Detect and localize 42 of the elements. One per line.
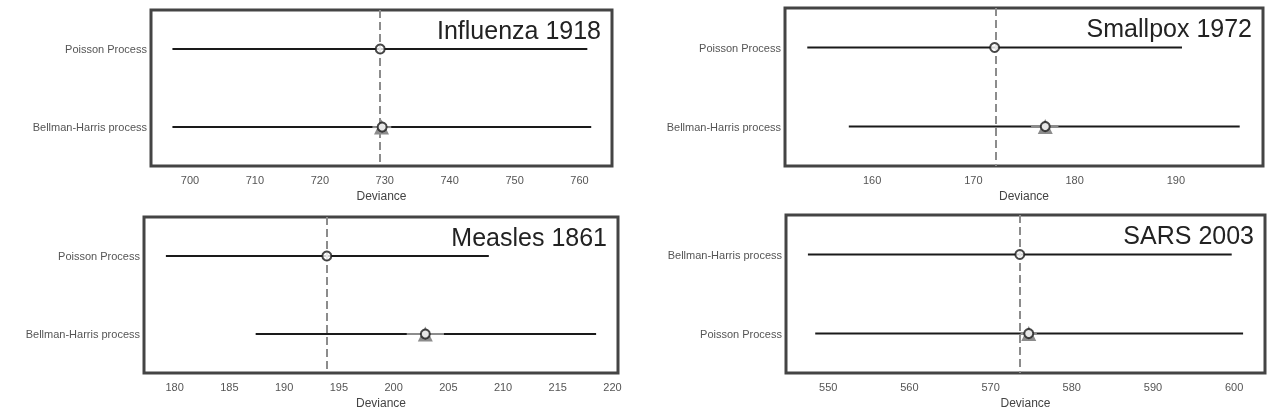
chart-title: SARS 2003 bbox=[1123, 220, 1254, 249]
x-axis-title: Deviance bbox=[998, 189, 1050, 203]
x-tick-label: 200 bbox=[384, 380, 403, 393]
x-tick-label: 750 bbox=[505, 173, 524, 186]
y-tick-label: Poisson Process bbox=[65, 43, 148, 56]
y-tick-label: Bellman-Harris process bbox=[32, 121, 148, 134]
chart-title: Smallpox 1972 bbox=[1086, 13, 1253, 42]
x-tick-label: 185 bbox=[220, 380, 239, 393]
y-tick-label: Bellman-Harris process bbox=[666, 120, 782, 133]
x-axis-title: Deviance bbox=[355, 396, 407, 410]
x-tick-label: 190 bbox=[274, 380, 294, 393]
x-tick-label: 220 bbox=[603, 380, 622, 393]
x-tick-label: 720 bbox=[310, 173, 329, 186]
x-tick-label: 590 bbox=[1143, 380, 1163, 393]
y-tick-label: Bellman-Harris process bbox=[667, 248, 783, 261]
x-tick-label: 570 bbox=[981, 380, 1000, 393]
x-tick-label: 195 bbox=[329, 380, 349, 393]
x-axis-title: Deviance bbox=[356, 189, 407, 203]
x-tick-label: 160 bbox=[862, 173, 882, 186]
x-tick-label: 730 bbox=[375, 173, 394, 186]
x-tick-label: 760 bbox=[570, 173, 589, 186]
y-tick-label: Poisson Process bbox=[699, 41, 782, 54]
y-tick-label: Poisson Process bbox=[58, 250, 141, 263]
x-tick-label: 700 bbox=[180, 173, 200, 186]
x-tick-label: 205 bbox=[439, 380, 458, 393]
x-tick-label: 560 bbox=[900, 380, 919, 393]
x-tick-label: 190 bbox=[1166, 173, 1186, 186]
x-tick-label: 215 bbox=[548, 380, 567, 393]
x-tick-label: 600 bbox=[1224, 380, 1244, 393]
chart-title: Influenza 1918 bbox=[436, 15, 602, 44]
chart-title: Measles 1861 bbox=[451, 222, 607, 251]
x-tick-label: 180 bbox=[165, 380, 184, 393]
x-tick-label: 170 bbox=[964, 173, 983, 186]
y-tick-label: Poisson Process bbox=[700, 327, 783, 340]
x-tick-label: 580 bbox=[1062, 380, 1081, 393]
x-tick-label: 740 bbox=[440, 173, 459, 186]
x-tick-label: 180 bbox=[1065, 173, 1084, 186]
x-axis-title: Deviance bbox=[1000, 396, 1051, 410]
y-tick-label: Bellman-Harris process bbox=[25, 328, 141, 341]
x-tick-label: 710 bbox=[245, 173, 265, 186]
x-tick-label: 550 bbox=[819, 380, 838, 393]
x-tick-label: 210 bbox=[493, 380, 513, 393]
